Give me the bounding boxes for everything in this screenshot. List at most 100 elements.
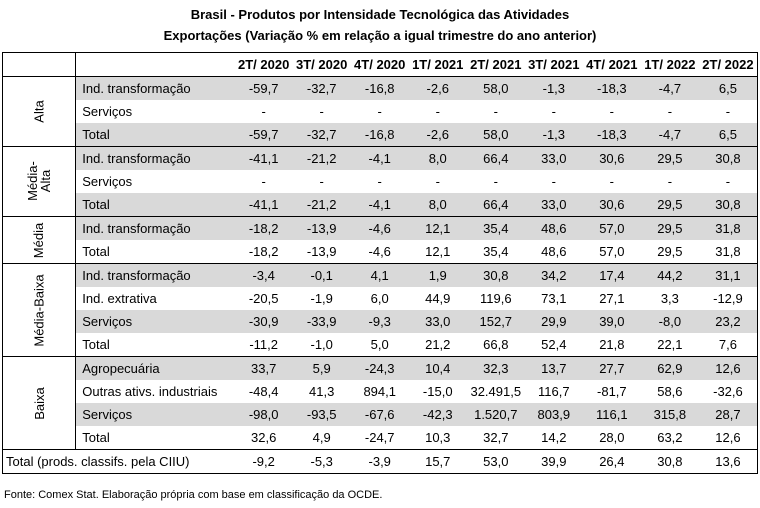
- value-cell: 30,8: [698, 146, 758, 170]
- value-cell: -8,0: [640, 310, 699, 333]
- value-cell: -93,5: [292, 403, 351, 426]
- value-cell: 14,2: [524, 426, 583, 450]
- value-cell: -: [698, 100, 758, 123]
- value-cell: -: [435, 104, 440, 119]
- value-cell: -: [551, 104, 556, 119]
- source-note: Fonte: Comex Stat. Elaboração própria co…: [4, 489, 383, 501]
- value-cell: 32,3: [466, 356, 525, 380]
- grand-total-value: -9,2: [234, 449, 293, 474]
- table-row: Alta Ind. transformação -59,7 -32,7 -16,8 -2,…: [1, 76, 758, 147]
- value-cell: 23,2: [698, 310, 758, 333]
- value-cell: 116,1: [582, 403, 641, 426]
- value-cell: -33,9: [292, 310, 351, 333]
- value-cell: 32,7: [466, 426, 525, 450]
- value-cell: -15,0: [422, 384, 453, 399]
- table-row: Serviços -30,9 -33,9 -9,3 33,0 152,7 29,9 39,0-…: [3, 310, 758, 333]
- value-cell: -18,2: [234, 240, 293, 264]
- value-cell: 33,0: [408, 310, 467, 333]
- value-cell: 29,5: [640, 193, 699, 217]
- value-cell: -67,6: [350, 403, 409, 426]
- table-row: Ind. extrativa -20,5 -1,9 6,0 44,9 119,6 73,1 2…: [3, 287, 758, 310]
- value-cell: 4,1: [350, 263, 409, 287]
- value-cell: -59,7: [234, 76, 293, 100]
- value-cell: 119,6: [479, 291, 512, 306]
- value-cell: -59,7: [234, 123, 293, 147]
- value-cell: -1,3: [524, 76, 583, 100]
- value-cell: -42,3: [408, 403, 467, 426]
- value-cell: 22,1: [640, 333, 699, 357]
- group-label: Média- Alta: [25, 161, 54, 201]
- value-cell: -1,0: [292, 333, 351, 357]
- group-label: Média-Baixa: [31, 273, 47, 347]
- value-cell: 5,0: [350, 333, 409, 357]
- row-label: Outras ativs. industriais: [75, 380, 235, 403]
- value-cell: -4,6: [350, 240, 409, 264]
- value-cell: 28,0: [582, 426, 641, 450]
- value-cell: -: [667, 104, 673, 119]
- value-cell: 803,9: [524, 403, 583, 426]
- grand-total-value: -5,3: [292, 449, 351, 474]
- value-cell: -98,0: [234, 403, 293, 426]
- group-label-cell: Média- Alta: [1, 146, 76, 217]
- value-cell: 57,0: [582, 240, 641, 264]
- value-cell: -41,1: [234, 193, 293, 217]
- value-cell: -16,8: [350, 123, 409, 147]
- value-cell: -: [377, 174, 382, 189]
- value-cell: -9,3: [350, 310, 409, 333]
- grand-total-value: 26,4: [582, 449, 641, 474]
- table-row: Total -11,2 -1,0 5,0 21,2 66,8 52,4 21,8 22,1 7,6: [3, 333, 758, 357]
- value-cell: -13,9: [292, 240, 351, 264]
- value-cell: -: [493, 174, 498, 189]
- value-cell: 58,0: [466, 123, 525, 147]
- table-row: Total -59,7 -32,7 -16,8 -2,6 58,0 -1,3 -18,3 -4,…: [3, 123, 758, 147]
- value-cell: -4,6: [350, 216, 409, 240]
- value-cell: 12,6: [698, 426, 758, 450]
- col-header: 1T/ 2022: [640, 52, 699, 77]
- value-cell: -48,4: [248, 384, 279, 399]
- value-cell: 63,2: [640, 426, 699, 450]
- value-cell: 33,7: [234, 356, 293, 380]
- value-cell: -: [435, 174, 440, 189]
- col-header: 3T/ 2021: [524, 52, 583, 77]
- value-cell: -4,7: [640, 123, 699, 147]
- value-cell: -12,9: [698, 287, 758, 310]
- value-cell: 29,5: [640, 216, 699, 240]
- table-row: Média- Alta Ind. transformação -41,1 -21,2 -4…: [1, 146, 758, 217]
- value-cell: 152,7: [466, 310, 525, 333]
- value-cell: 41,3: [309, 384, 335, 399]
- group-label-cell: Baixa: [1, 356, 76, 450]
- value-cell: -: [319, 104, 324, 119]
- title-line-1: Brasil - Produtos por Intensidade Tecnol…: [190, 7, 570, 22]
- value-cell: 315,8: [640, 403, 699, 426]
- row-label: Serviços: [75, 310, 235, 333]
- value-cell: 31,8: [698, 216, 758, 240]
- value-cell: -: [667, 174, 673, 189]
- row-label: Serviços: [75, 403, 235, 426]
- value-cell: 27,1: [599, 291, 625, 306]
- value-cell: 66,4: [466, 146, 525, 170]
- group-label-cell: Média: [1, 216, 76, 264]
- value-cell: -4,7: [640, 76, 699, 100]
- value-cell: 48,6: [524, 240, 583, 264]
- value-cell: 12,1: [408, 216, 467, 240]
- col-header: 1T/ 2021: [408, 52, 467, 77]
- value-cell: -32,6: [698, 380, 758, 403]
- value-cell: 29,5: [640, 240, 699, 264]
- row-label: Serviços: [75, 100, 235, 123]
- value-cell: 1.520,7: [466, 403, 525, 426]
- value-cell: 13,7: [524, 356, 583, 380]
- grand-total-value: 13,6: [698, 449, 758, 474]
- value-cell: 30,8: [466, 263, 525, 287]
- row-label: Ind. transformação: [75, 76, 235, 100]
- value-cell: 30,6: [582, 146, 641, 170]
- value-cell: 32.491,5: [470, 384, 522, 399]
- value-cell: 27,7: [582, 356, 641, 380]
- value-cell: 21,2: [408, 333, 467, 357]
- value-cell: -: [551, 174, 556, 189]
- grand-total-value: 53,0: [466, 449, 525, 474]
- grand-total-label: Total (prods. classifs. pela CIIU): [1, 449, 235, 474]
- value-cell: -81,7: [597, 384, 627, 399]
- table-row: Outras ativs. industriais -48,4 41,3 894,1 -…: [3, 380, 758, 403]
- value-cell: 44,2: [640, 263, 699, 287]
- value-cell: 57,0: [582, 216, 641, 240]
